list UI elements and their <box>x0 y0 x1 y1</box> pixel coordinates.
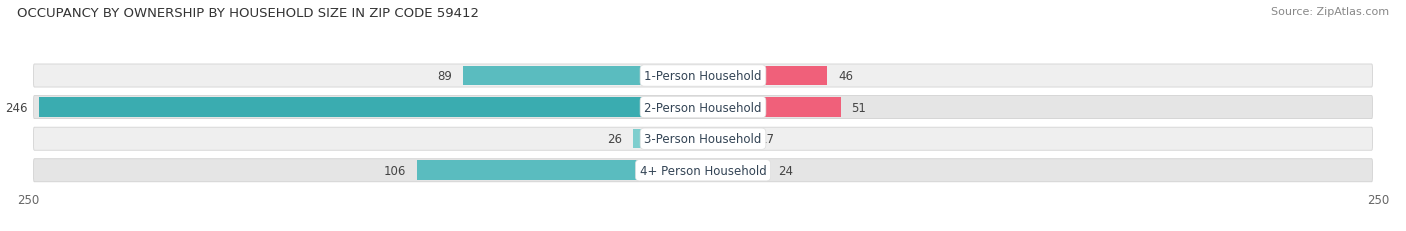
Bar <box>39 98 703 117</box>
Text: 46: 46 <box>838 70 853 83</box>
Text: OCCUPANCY BY OWNERSHIP BY HOUSEHOLD SIZE IN ZIP CODE 59412: OCCUPANCY BY OWNERSHIP BY HOUSEHOLD SIZE… <box>17 7 479 20</box>
Bar <box>703 98 841 117</box>
Text: 26: 26 <box>607 133 621 146</box>
FancyBboxPatch shape <box>34 128 1372 151</box>
Text: 51: 51 <box>852 101 866 114</box>
FancyBboxPatch shape <box>34 159 1372 182</box>
Text: 2-Person Household: 2-Person Household <box>644 101 762 114</box>
Bar <box>703 67 827 86</box>
Bar <box>703 129 749 149</box>
Bar <box>703 161 768 180</box>
Bar <box>633 129 703 149</box>
Text: 4+ Person Household: 4+ Person Household <box>640 164 766 177</box>
Text: 106: 106 <box>384 164 406 177</box>
Text: 246: 246 <box>6 101 28 114</box>
Bar <box>463 67 703 86</box>
Text: 24: 24 <box>779 164 793 177</box>
Text: 1-Person Household: 1-Person Household <box>644 70 762 83</box>
Text: 17: 17 <box>759 133 775 146</box>
FancyBboxPatch shape <box>34 65 1372 88</box>
Text: 3-Person Household: 3-Person Household <box>644 133 762 146</box>
Text: 89: 89 <box>437 70 451 83</box>
Text: Source: ZipAtlas.com: Source: ZipAtlas.com <box>1271 7 1389 17</box>
Bar <box>416 161 703 180</box>
FancyBboxPatch shape <box>34 96 1372 119</box>
